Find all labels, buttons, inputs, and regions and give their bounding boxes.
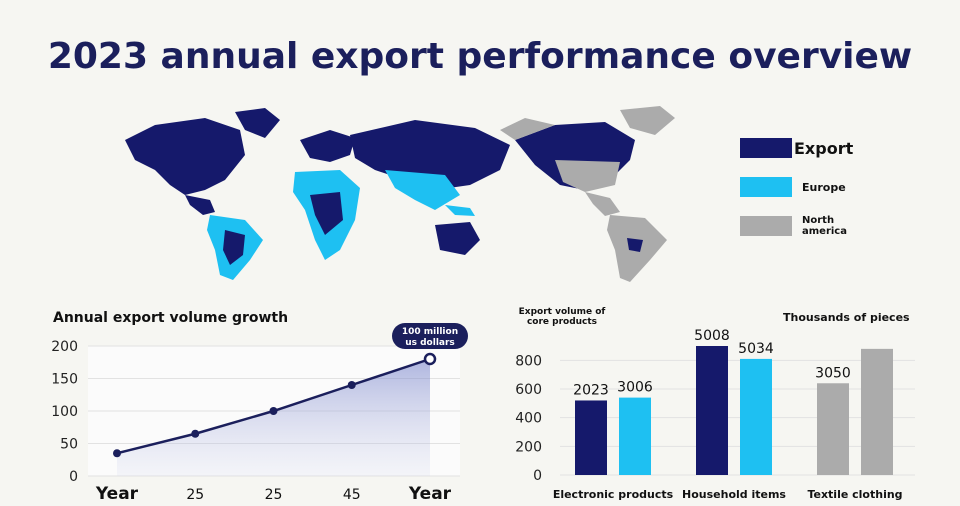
bar [817,383,849,475]
y-tick-label: 0 [533,468,542,484]
annotation-text: us dollars [405,338,455,348]
annotation-text: 100 million [402,327,458,337]
x-tick-label: 45 [343,487,361,503]
map-islands-left [445,205,475,216]
y-tick-label: 400 [515,411,542,427]
bar-data-label: 5034 [738,341,774,357]
legend-swatch-north-america [740,216,792,236]
map-greenland-left [235,108,280,138]
map-alaska-right [500,118,555,140]
bar-chart-unit-label: Thousands of pieces [783,311,910,324]
page-title: 2023 annual export performance overview [47,36,913,77]
annotation-pill [392,323,468,349]
legend-label-export: Export [794,138,854,158]
line-point-highlight [423,352,437,366]
map-south-america-inner-left [223,230,245,265]
legend-item-europe: Europe [740,177,846,197]
y-tick-label: 200 [51,339,78,355]
map-europe-left [300,130,355,162]
bar-data-label: 2023 [573,382,609,398]
bar [696,346,728,475]
map-africa-inner-left [310,192,343,235]
y-tick-label: 150 [51,372,78,388]
legend-swatch-export [740,138,792,158]
bar [575,400,607,475]
legend-label-europe: Europe [802,180,846,194]
x-tick-label: Year [95,484,139,504]
bar-data-label: 3006 [617,380,653,396]
map-south-america-inner-right [627,238,643,252]
line-chart-title: Annual export volume growth [53,310,289,326]
x-category-label: Household items [682,488,786,501]
bar [740,358,772,475]
line-point [269,407,278,415]
y-tick-label: 200 [515,439,542,455]
y-tick-label: 100 [51,404,78,420]
x-category-label: Electronic products [553,488,674,501]
map-north-america-left [125,118,245,195]
bar-chart-title: Export volume of core products [518,307,606,327]
bar-data-label: 3050 [815,365,851,381]
y-tick-label: 600 [515,382,542,398]
y-tick-label: 800 [515,353,542,369]
map-asia-south-left [385,170,460,210]
bar [861,348,893,475]
legend-item-north-america: North america [740,215,862,237]
map-us-right [555,160,620,192]
line-point [347,381,356,389]
map-central-america-left [185,195,215,215]
y-tick-label: 50 [60,437,78,453]
map-central-america-right [585,192,620,216]
x-tick-label: 25 [265,487,283,503]
line-point [113,449,121,458]
x-category-label: Textile clothing [807,488,902,501]
legend-label-north-america: North america [802,215,847,237]
x-tick-label: Year [408,484,452,504]
line-point [191,429,200,438]
bar-data-label: 5008 [694,328,730,344]
bar [619,397,651,475]
x-tick-label: 25 [186,487,204,503]
y-tick-label: 0 [69,469,78,485]
map-australia-left [435,222,480,255]
world-map [125,106,675,282]
legend-item-export: Export [740,138,853,158]
bar-chart: 0 200 400 600 800 2023 3006 Electronic products… [515,328,915,501]
map-greenland-right [620,106,675,135]
legend-swatch-europe [740,177,792,197]
